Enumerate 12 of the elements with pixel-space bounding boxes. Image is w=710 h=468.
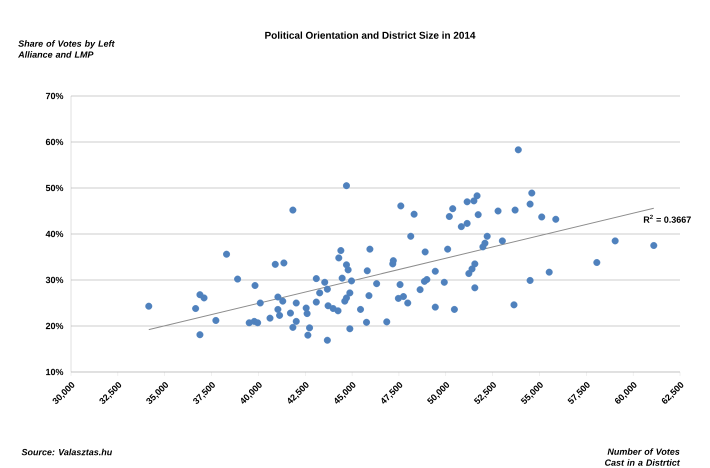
x-axis-title: Number of Votes Cast in a Distrtict [605,448,680,466]
y-tick-label: 30% [46,276,64,284]
y-tick-label: 60% [46,138,64,146]
y-tick-label: 70% [46,92,64,100]
y-tick-label: 40% [46,230,64,238]
y-tick-label: 50% [46,184,64,192]
annotation: R$^{2}$ = 0.3667 [644,214,691,223]
source-note: Source: Valasztas.hu [22,448,112,456]
chart-title: Political Orientation and District Size in 2014 [265,32,476,39]
y-tick-label: 20% [46,322,64,330]
y-axis-title: Share of Votes by Left Alliance and LMP [18,40,115,58]
y-tick-label: 10% [46,368,64,376]
